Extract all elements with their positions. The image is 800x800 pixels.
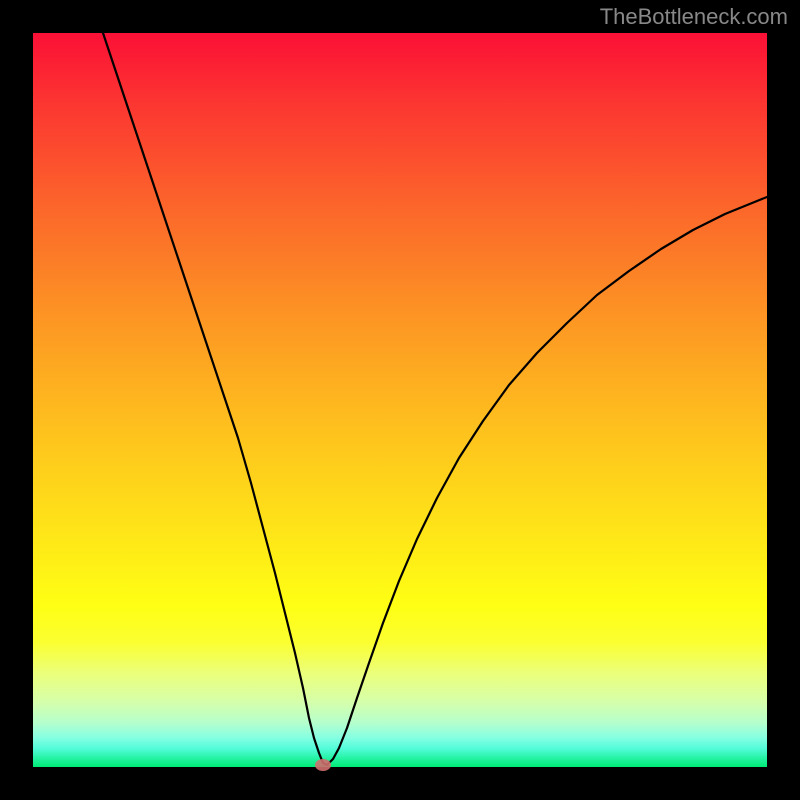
bottleneck-curve — [33, 33, 767, 767]
plot-area — [33, 33, 767, 767]
minimum-marker — [315, 759, 331, 771]
watermark-text: TheBottleneck.com — [600, 4, 788, 30]
